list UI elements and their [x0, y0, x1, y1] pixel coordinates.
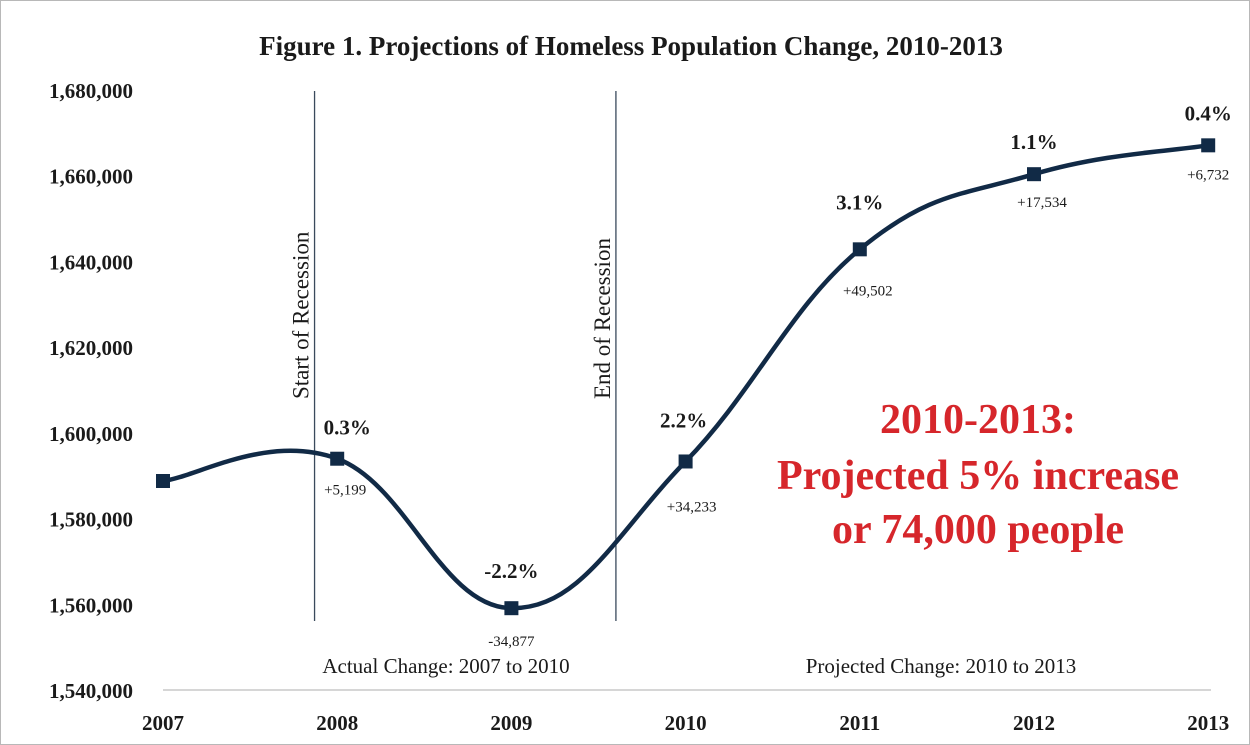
change-label: -34,877: [488, 634, 535, 650]
data-labels: 0.3% -2.2% 2.2% 3.1% 1.1% 0.4% +5,199 -34,877 +3…: [324, 101, 1232, 650]
y-tick-label: 1,540,000: [49, 679, 133, 703]
series-line-group: [156, 138, 1216, 616]
percent-label: 0.4%: [1185, 101, 1232, 125]
y-tick-label: 1,660,000: [49, 165, 133, 189]
x-tick-label: 2013: [1187, 711, 1229, 735]
callout-line-1: 2010-2013:: [880, 397, 1076, 443]
x-axis: 2007 2008 2009 2010 2011 2012 2013: [142, 689, 1229, 735]
data-point: [156, 474, 170, 488]
callout-annotation: 2010-2013: Projected 5% increase or 74,0…: [777, 397, 1179, 553]
x-tick-label: 2010: [665, 711, 707, 735]
chart-title: Figure 1. Projections of Homeless Popula…: [259, 31, 1003, 61]
x-tick-label: 2011: [839, 711, 880, 735]
change-label: +5,199: [324, 483, 366, 499]
percent-label: 1.1%: [1010, 130, 1057, 154]
x-tick-label: 2009: [490, 711, 532, 735]
percent-label: 0.3%: [324, 416, 371, 440]
y-tick-label: 1,600,000: [49, 422, 133, 446]
percent-label: 3.1%: [836, 190, 883, 214]
callout-line-2: Projected 5% increase: [777, 453, 1179, 499]
change-label: +34,233: [667, 499, 717, 515]
change-label: +6,732: [1187, 167, 1229, 183]
y-tick-label: 1,640,000: [49, 250, 133, 274]
data-point: [330, 451, 345, 466]
change-label: +17,534: [1017, 195, 1067, 211]
change-label: +49,502: [843, 283, 893, 299]
start-recession-label: Start of Recession: [289, 231, 314, 399]
data-point: [678, 454, 693, 469]
percent-label: 2.2%: [660, 408, 707, 432]
data-point: [1201, 138, 1216, 153]
recession-markers: Start of Recession End of Recession: [289, 91, 617, 621]
projected-change-label: Projected Change: 2010 to 2013: [806, 654, 1077, 678]
data-point: [1027, 167, 1041, 182]
callout-line-3: or 74,000 people: [832, 507, 1124, 553]
x-tick-label: 2008: [316, 711, 358, 735]
y-tick-label: 1,680,000: [49, 79, 133, 103]
data-point: [504, 601, 519, 616]
percent-label: -2.2%: [484, 559, 538, 583]
x-tick-label: 2012: [1013, 711, 1055, 735]
actual-change-label: Actual Change: 2007 to 2010: [322, 654, 569, 678]
y-axis: 1,540,000 1,560,000 1,580,000 1,600,000 1,62…: [49, 79, 133, 703]
y-tick-label: 1,620,000: [49, 336, 133, 360]
x-tick-label: 2007: [142, 711, 184, 735]
y-tick-label: 1,580,000: [49, 508, 133, 532]
data-point: [852, 242, 867, 257]
y-tick-label: 1,560,000: [49, 593, 133, 617]
end-recession-label: End of Recession: [590, 238, 615, 399]
